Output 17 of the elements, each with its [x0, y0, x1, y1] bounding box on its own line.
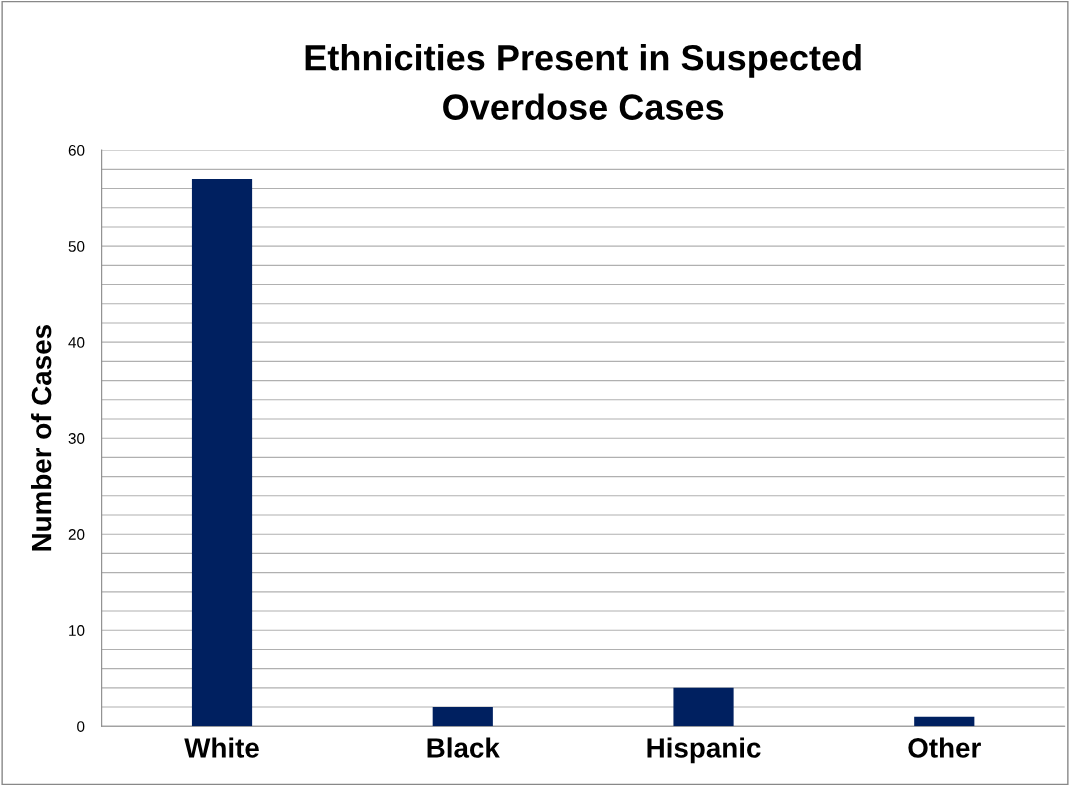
x-tick-label: Other — [908, 737, 981, 758]
bar — [191, 178, 253, 727]
y-tick-label: 40 — [68, 337, 85, 348]
x-tick-label: Black — [427, 737, 500, 758]
y-tick-label: 20 — [68, 529, 85, 540]
bar — [914, 716, 975, 727]
y-tick-label: 50 — [68, 241, 85, 252]
y-tick-label: 60 — [68, 144, 85, 156]
x-tick-label: White — [184, 737, 259, 758]
y-axis-title: Number of Cases — [30, 325, 52, 551]
y-tick-label: 0 — [77, 721, 85, 732]
bar — [432, 707, 493, 727]
y-tick-label: 10 — [69, 625, 85, 636]
y-tick-label: 30 — [68, 433, 85, 444]
x-tick-label: Hispanic — [647, 737, 761, 764]
bar — [673, 687, 734, 727]
chart-title: Ethnicities Present in Suspected Overdose Cases — [305, 44, 861, 120]
